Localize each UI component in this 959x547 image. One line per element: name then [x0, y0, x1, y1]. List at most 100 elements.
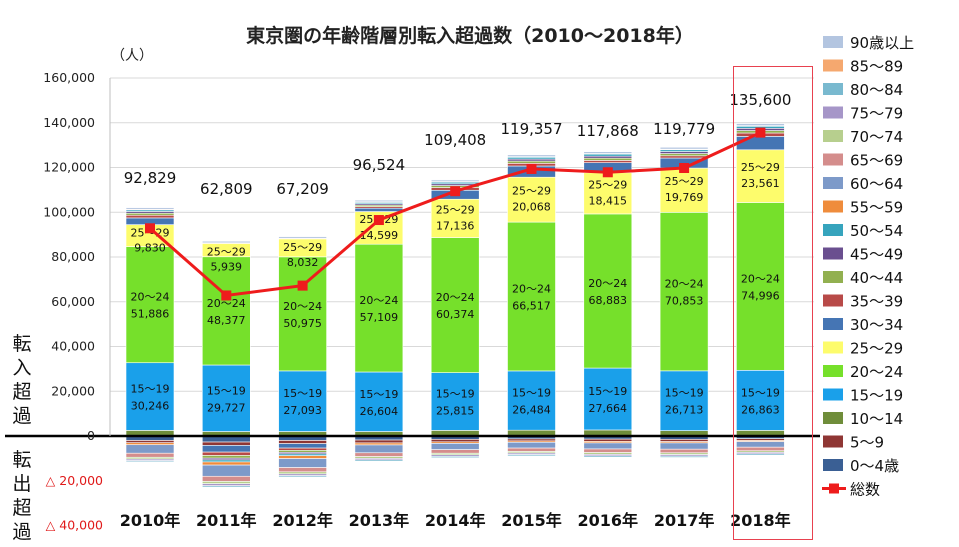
segment-value-label: 68,883 — [589, 294, 628, 307]
side-label-inflow-char: 転 — [12, 333, 31, 355]
segment-value-label: 26,863 — [741, 403, 780, 416]
bar-segment — [583, 160, 633, 163]
bar-segment — [430, 443, 480, 450]
legend-label: 80〜84 — [850, 81, 903, 99]
total-value-label: 117,868 — [577, 122, 639, 140]
bar-segment — [202, 464, 251, 477]
legend-swatch — [823, 271, 843, 283]
segment-age-label: 15〜19 — [741, 386, 780, 399]
segment-value-label: 29,727 — [207, 401, 246, 414]
segment-age-label: 25〜29 — [665, 175, 704, 188]
segment-value-label: 51,886 — [131, 308, 170, 321]
bar-segment — [278, 475, 327, 478]
bar-segment — [354, 243, 404, 373]
side-label-inflow-char: 過 — [12, 405, 31, 427]
side-label-inflow-char: 入 — [12, 357, 31, 379]
y-tick-label: △ 20,000 — [46, 473, 103, 488]
segment-value-label: 27,664 — [589, 402, 628, 415]
bar-segment — [278, 447, 327, 451]
bar-segment — [278, 455, 327, 459]
bar-segment — [507, 454, 556, 457]
segment-age-label: 15〜19 — [207, 384, 246, 397]
segment-age-label: 20〜24 — [359, 294, 398, 307]
bar-segment — [202, 364, 251, 432]
segment-value-label: 57,109 — [360, 311, 399, 324]
y-tick-label: 160,000 — [43, 70, 95, 85]
bar-segment — [354, 442, 404, 446]
x-category-label: 2015年 — [501, 511, 562, 530]
y-axis: 160,000 140,000 120,000 100,000 80,000 60,000… — [43, 48, 153, 533]
bar-segment — [278, 370, 327, 432]
total-marker — [755, 127, 766, 138]
legend-label: 60〜64 — [850, 175, 903, 193]
x-category-label: 2016年 — [578, 511, 639, 530]
y-tick-label: △ 40,000 — [46, 518, 103, 533]
bar-segment — [125, 442, 175, 446]
bar-segment — [736, 453, 785, 456]
segment-age-label: 15〜19 — [588, 385, 627, 398]
bar-segment — [202, 481, 251, 484]
segment-age-label: 20〜24 — [436, 291, 475, 304]
bar-segment — [736, 123, 785, 126]
segment-value-label: 18,415 — [589, 194, 628, 207]
bar-segment — [659, 153, 709, 157]
bar-segment — [507, 370, 556, 431]
total-value-label: 96,524 — [353, 156, 406, 174]
legend-swatch — [823, 388, 843, 401]
legend-swatch — [823, 177, 843, 189]
y-tick-label: 100,000 — [43, 204, 95, 219]
segment-value-label: 8,032 — [287, 256, 319, 269]
bar-segment — [659, 448, 709, 454]
legend-swatch — [823, 412, 843, 424]
total-marker — [297, 280, 308, 291]
bar-segment — [507, 221, 556, 372]
segment-value-label: 27,093 — [283, 404, 322, 417]
legend-label: 35〜39 — [850, 293, 903, 311]
x-category-label: 2017年 — [654, 511, 715, 530]
segment-value-label: 30,246 — [131, 400, 170, 413]
bar-segment — [202, 475, 251, 482]
y-tick-label: 140,000 — [43, 115, 95, 130]
legend-swatch — [823, 247, 843, 260]
bar-segment — [659, 370, 709, 431]
segment-age-label: 15〜19 — [665, 387, 704, 400]
legend-label: 70〜74 — [850, 128, 903, 146]
bar-segment — [354, 459, 404, 462]
segment-age-label: 20〜24 — [131, 291, 170, 304]
segment-value-label: 20,068 — [512, 201, 551, 214]
legend-label: 15〜19 — [850, 387, 903, 405]
legend-label: 25〜29 — [850, 340, 903, 358]
segment-age-label: 25〜29 — [512, 185, 551, 198]
bar-segment — [430, 237, 480, 373]
bar-segment — [125, 212, 175, 216]
bar-segment — [202, 451, 251, 456]
bar-segment — [583, 153, 633, 157]
bar-segment — [278, 440, 327, 444]
segment-age-label: 20〜24 — [207, 297, 246, 310]
total-marker — [221, 290, 232, 301]
total-value-label: 109,408 — [424, 131, 486, 149]
segment-value-label: 66,517 — [512, 300, 551, 313]
legend-swatch — [823, 341, 843, 354]
legend-swatch — [823, 59, 843, 72]
legend-label: 5〜9 — [850, 434, 884, 452]
segment-age-label: 15〜19 — [512, 387, 551, 400]
bar-segment — [430, 449, 480, 454]
bar-segment — [430, 179, 480, 182]
bar-segment — [125, 444, 175, 454]
bar-segment — [507, 158, 556, 162]
bar-segment — [125, 440, 175, 444]
x-category-label: 2012年 — [272, 511, 333, 530]
total-value-label: 119,779 — [653, 120, 715, 138]
y-tick-label: 60,000 — [51, 294, 95, 309]
total-value-label: 119,357 — [500, 120, 562, 138]
total-value-label: 135,600 — [729, 91, 791, 109]
bar-segment — [507, 441, 556, 449]
bar-segment — [278, 443, 327, 449]
bar-segment — [278, 458, 327, 468]
legend-label: 40〜44 — [850, 269, 903, 287]
bar-segment — [507, 154, 556, 157]
bar-segment — [583, 172, 633, 215]
segment-value-label: 26,713 — [665, 404, 704, 417]
segment-age-label: 15〜19 — [359, 388, 398, 401]
